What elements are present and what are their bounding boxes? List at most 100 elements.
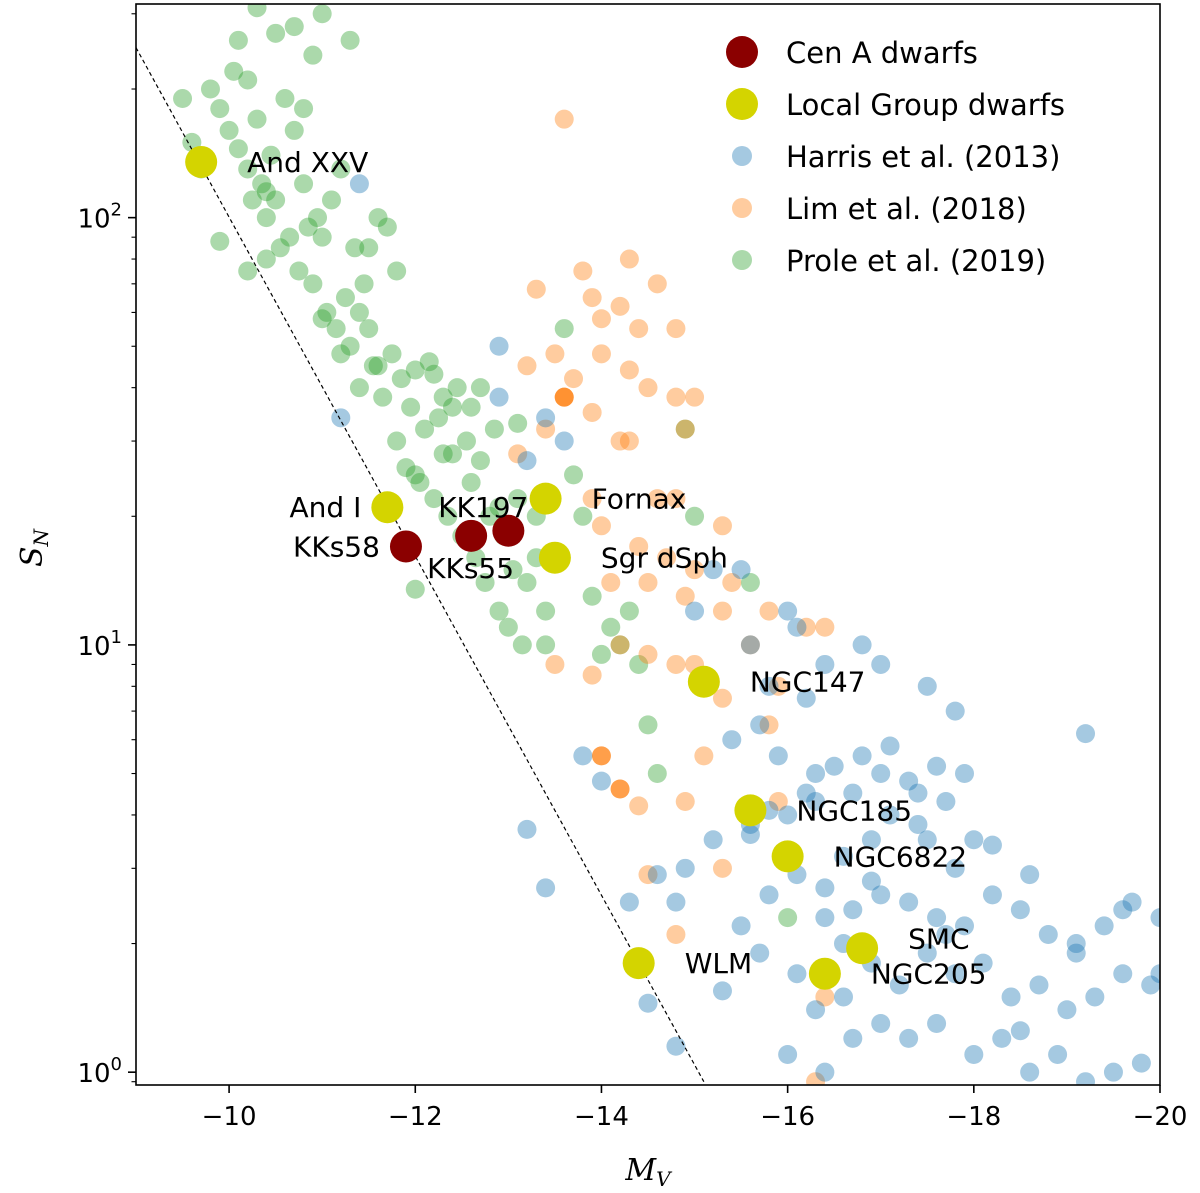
data-point bbox=[638, 378, 658, 398]
data-point bbox=[861, 871, 881, 891]
data-point bbox=[796, 688, 816, 708]
x-axis-label-sub: V bbox=[656, 1167, 673, 1191]
data-point bbox=[429, 408, 449, 428]
y-tick-label: 101 bbox=[77, 627, 122, 662]
data-point bbox=[666, 489, 686, 509]
data-point bbox=[871, 654, 891, 674]
data-point bbox=[675, 419, 695, 439]
data-point bbox=[405, 465, 425, 485]
annotation-kks55: KKs55 bbox=[427, 552, 514, 585]
data-point bbox=[284, 120, 304, 140]
data-point bbox=[331, 408, 351, 428]
data-point bbox=[1094, 916, 1114, 936]
data-point bbox=[591, 644, 611, 664]
data-point bbox=[582, 288, 602, 308]
data-point bbox=[992, 1028, 1012, 1048]
data-point bbox=[294, 99, 314, 119]
data-point bbox=[238, 261, 258, 281]
data-point bbox=[373, 387, 393, 407]
data-point bbox=[331, 344, 351, 364]
data-point bbox=[666, 925, 686, 945]
data-point bbox=[815, 987, 835, 1007]
data-point bbox=[508, 413, 528, 433]
data-point bbox=[401, 397, 421, 417]
highlight-point-fornax bbox=[529, 482, 562, 515]
highlight-point-ngc6822 bbox=[771, 840, 804, 873]
data-point bbox=[526, 279, 546, 299]
data-point bbox=[759, 601, 779, 621]
data-point bbox=[619, 360, 639, 380]
annotation-and-i: And I bbox=[290, 491, 362, 524]
data-point bbox=[759, 885, 779, 905]
reference-line-layer bbox=[136, 47, 705, 1082]
data-point bbox=[1103, 1062, 1123, 1082]
data-point bbox=[843, 900, 863, 920]
annotation-kks58: KKs58 bbox=[293, 530, 380, 563]
data-point bbox=[787, 617, 807, 637]
data-point bbox=[582, 402, 602, 422]
data-point bbox=[564, 369, 584, 389]
data-point bbox=[964, 1044, 984, 1064]
data-point bbox=[536, 635, 556, 655]
data-point bbox=[489, 497, 509, 517]
data-point bbox=[1038, 925, 1058, 945]
data-point bbox=[368, 208, 388, 228]
legend-label: Prole et al. (2019) bbox=[786, 244, 1046, 278]
galaxy-annotations: And XXV And I Fornax Sgr dSph NGC147 NGC185 NG… bbox=[247, 146, 986, 991]
data-point bbox=[517, 819, 537, 839]
data-point bbox=[466, 548, 486, 568]
data-point bbox=[815, 617, 835, 637]
data-point bbox=[312, 4, 332, 24]
data-point bbox=[806, 792, 826, 812]
data-point bbox=[712, 981, 732, 1001]
data-point bbox=[377, 217, 397, 237]
data-point bbox=[470, 451, 490, 471]
legend-label: Local Group dwarfs bbox=[786, 88, 1065, 122]
x-tick-label: −12 bbox=[388, 1102, 443, 1132]
data-point bbox=[657, 548, 677, 568]
data-point bbox=[1066, 943, 1086, 963]
y-axis-label-sub: N bbox=[29, 527, 53, 547]
data-point bbox=[973, 953, 993, 973]
data-point bbox=[768, 792, 788, 812]
data-point bbox=[619, 892, 639, 912]
data-point bbox=[740, 572, 760, 592]
data-point bbox=[685, 387, 705, 407]
data-point bbox=[712, 688, 732, 708]
data-point bbox=[806, 764, 826, 784]
data-point bbox=[387, 431, 407, 451]
data-point bbox=[359, 319, 379, 339]
highlight-point-smc bbox=[846, 932, 879, 965]
data-point bbox=[424, 489, 444, 509]
data-point bbox=[778, 601, 798, 621]
data-point bbox=[582, 586, 602, 606]
data-point bbox=[685, 560, 705, 580]
data-point bbox=[768, 746, 788, 766]
data-point bbox=[787, 964, 807, 984]
data-point bbox=[294, 174, 314, 194]
data-point bbox=[261, 145, 281, 165]
y-tick-label: 102 bbox=[77, 200, 122, 235]
data-point bbox=[703, 560, 723, 580]
data-point bbox=[1057, 1000, 1077, 1020]
series-lim-et-al-2018-dark bbox=[554, 387, 630, 799]
data-point bbox=[391, 369, 411, 389]
data-point bbox=[638, 715, 658, 735]
legend-label: Cen A dwarfs bbox=[786, 36, 978, 70]
data-point bbox=[517, 572, 537, 592]
y-tick-label: 100 bbox=[77, 1054, 122, 1089]
data-point bbox=[1122, 892, 1142, 912]
data-point bbox=[740, 635, 760, 655]
data-point bbox=[796, 783, 816, 803]
data-point bbox=[475, 572, 495, 592]
data-point bbox=[484, 419, 504, 439]
highlight-point-ngc185 bbox=[734, 794, 767, 827]
data-point bbox=[247, 4, 267, 18]
data-point bbox=[731, 560, 751, 580]
data-point bbox=[1085, 987, 1105, 1007]
data-point bbox=[443, 397, 463, 417]
data-point bbox=[759, 715, 779, 735]
x-axis-label-main: M bbox=[624, 1153, 657, 1188]
data-point bbox=[638, 644, 658, 664]
annotation-ngc147: NGC147 bbox=[750, 666, 866, 699]
